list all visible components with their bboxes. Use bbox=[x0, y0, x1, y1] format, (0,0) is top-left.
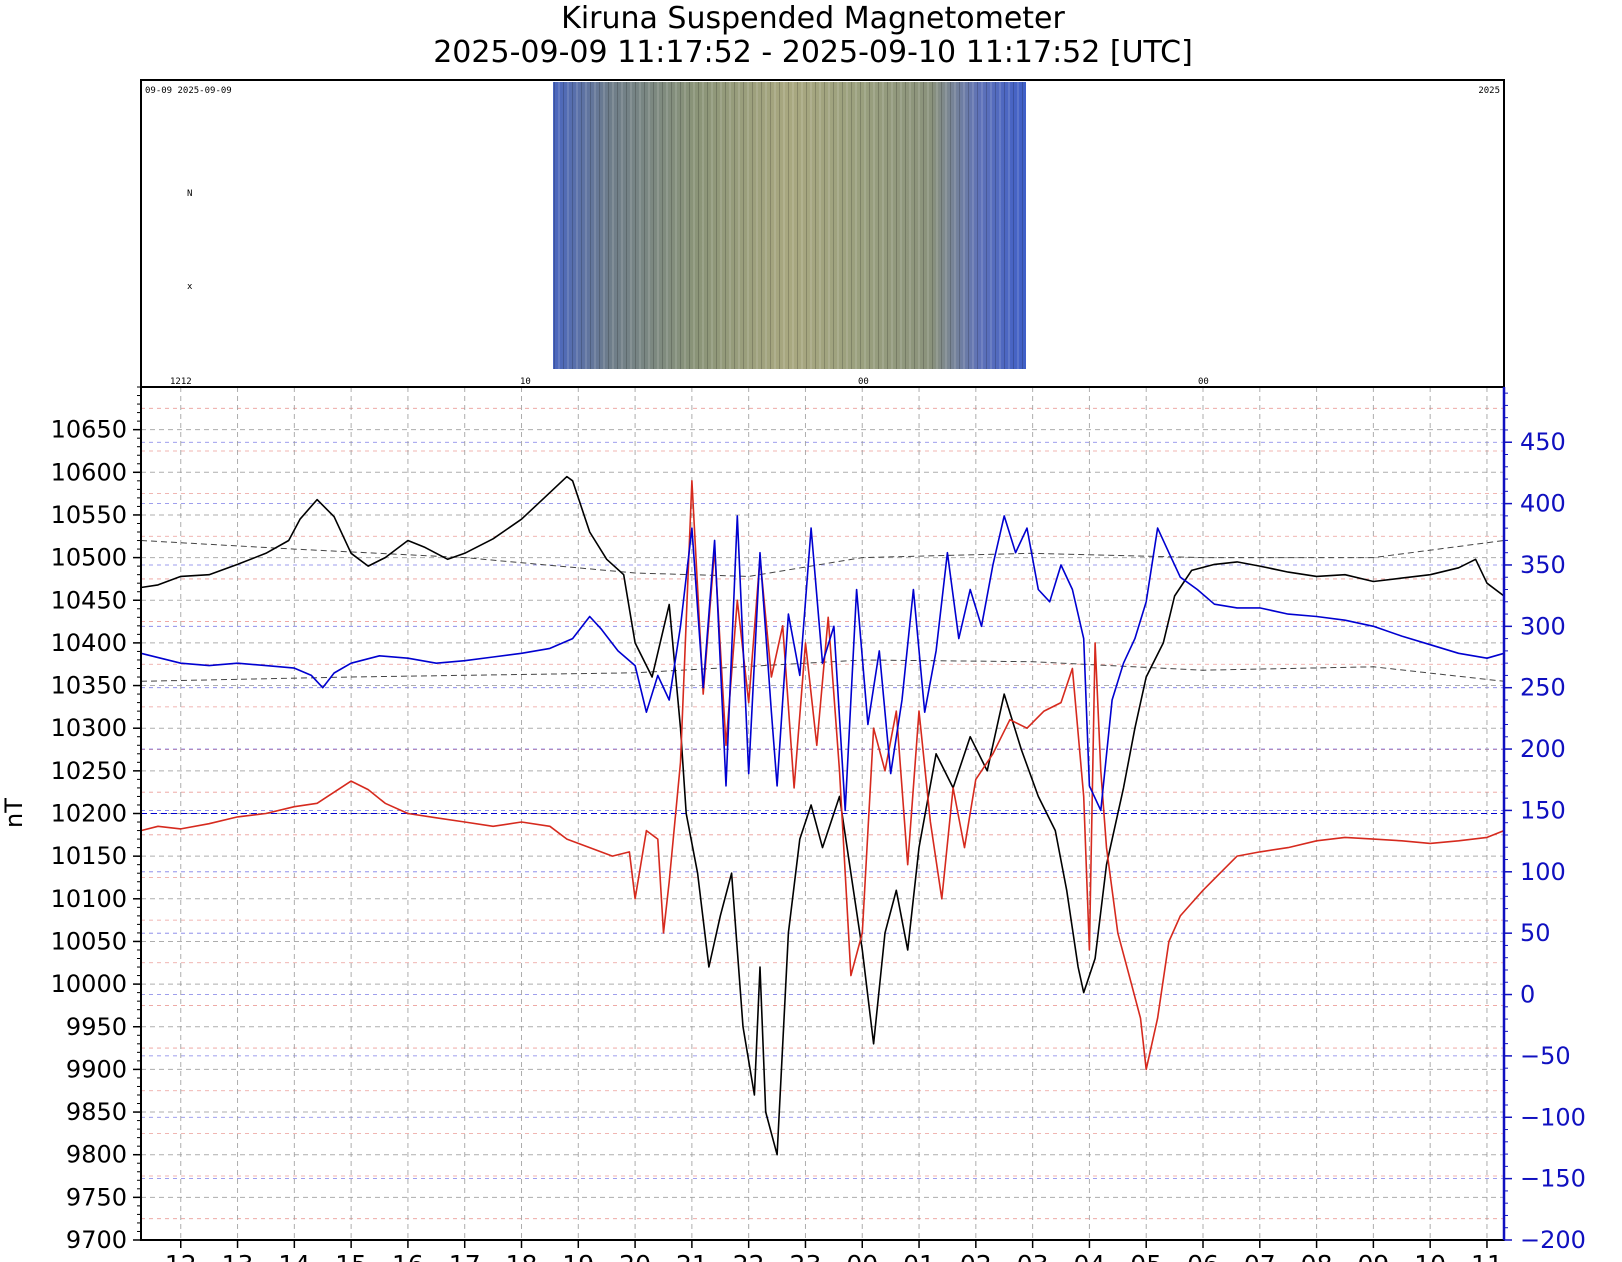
y-tick-label: 10400 bbox=[51, 629, 127, 657]
x-tick-label: 23 bbox=[790, 1250, 822, 1262]
keogram-panel: 09-09 2025-09-09 2025 1212 10 00 00 N x bbox=[140, 79, 1505, 388]
keogram-label-bottom: 00 bbox=[1198, 377, 1209, 387]
y-tick-label: 10600 bbox=[51, 458, 127, 486]
y-tick-label: 9900 bbox=[66, 1055, 127, 1083]
y2-tick-label: 50 bbox=[1520, 919, 1551, 947]
y2-tick-label: 300 bbox=[1520, 612, 1566, 640]
keogram-label-bottom: 10 bbox=[520, 377, 531, 387]
keogram-marker: N bbox=[187, 189, 192, 199]
y-tick-label: 9850 bbox=[66, 1098, 127, 1126]
x-tick-label: 18 bbox=[506, 1250, 538, 1262]
y-tick-label: 10500 bbox=[51, 544, 127, 572]
x-tick-label: 07 bbox=[1244, 1250, 1276, 1262]
chart-subtitle: 2025-09-09 11:17:52 - 2025-09-10 11:17:5… bbox=[433, 35, 1193, 70]
keogram-label-top-right: 2025 bbox=[1478, 86, 1500, 96]
x-tick-label: 16 bbox=[392, 1250, 424, 1262]
keogram-label-bottom: 1212 bbox=[170, 377, 192, 387]
y-tick-label: 10250 bbox=[51, 757, 127, 785]
keogram-marker: x bbox=[187, 282, 193, 292]
series-line-black bbox=[140, 475, 1505, 1156]
keogram-label-top-left: 09-09 2025-09-09 bbox=[145, 86, 232, 96]
y-tick-label: 9700 bbox=[66, 1226, 127, 1254]
x-tick-label: 01 bbox=[903, 1250, 935, 1262]
x-tick-label: 09 bbox=[1357, 1250, 1389, 1262]
keogram-image-texture bbox=[553, 82, 1026, 369]
series-line-red bbox=[140, 479, 1505, 1071]
x-tick-label: 02 bbox=[960, 1250, 992, 1262]
series-line-blue bbox=[140, 515, 1505, 812]
y2-tick-label: 350 bbox=[1520, 551, 1566, 579]
x-tick-label: 06 bbox=[1187, 1250, 1219, 1262]
y2-tick-label: −100 bbox=[1520, 1103, 1586, 1131]
x-tick-label: 04 bbox=[1074, 1250, 1106, 1262]
y-tick-label: 10350 bbox=[51, 672, 127, 700]
x-tick-label: 00 bbox=[846, 1250, 878, 1262]
series-layer bbox=[140, 475, 1505, 1156]
y-tick-label: 10000 bbox=[51, 970, 127, 998]
y-tick-label: 10650 bbox=[51, 416, 127, 444]
baseline-trend bbox=[140, 540, 1505, 577]
y2-tick-label: 400 bbox=[1520, 490, 1566, 518]
y2-tick-label: 100 bbox=[1520, 858, 1566, 886]
y-tick-label: 10550 bbox=[51, 501, 127, 529]
x-tick-label: 15 bbox=[335, 1250, 367, 1262]
y-tick-label: 10300 bbox=[51, 714, 127, 742]
chart-title: Kiruna Suspended Magnetometer bbox=[561, 1, 1065, 36]
x-tick-label: 08 bbox=[1301, 1250, 1333, 1262]
x-tick-label: 21 bbox=[676, 1250, 708, 1262]
y2-tick-label: −50 bbox=[1520, 1042, 1571, 1070]
y2-tick-label: 250 bbox=[1520, 674, 1566, 702]
y-tick-label: 10100 bbox=[51, 885, 127, 913]
x-tick-label: 12 bbox=[165, 1250, 197, 1262]
y-tick-label: 10450 bbox=[51, 586, 127, 614]
x-tick-label: 03 bbox=[1017, 1250, 1049, 1262]
y-tick-label: 10150 bbox=[51, 842, 127, 870]
y-tick-label: 10200 bbox=[51, 800, 127, 828]
x-tick-label: 14 bbox=[278, 1250, 310, 1262]
x-tick-label: 11 bbox=[1471, 1250, 1503, 1262]
x-tick-label: 20 bbox=[619, 1250, 651, 1262]
y-axis-label: nT bbox=[0, 798, 28, 828]
axes: 1065010600105501050010450104001035010300… bbox=[51, 386, 1586, 1262]
plot-area: 1065010600105501050010450104001035010300… bbox=[51, 386, 1586, 1262]
y2-tick-label: 0 bbox=[1520, 981, 1535, 1009]
keogram-label-bottom: 00 bbox=[858, 377, 869, 387]
y2-tick-label: 450 bbox=[1520, 428, 1566, 456]
x-tick-label: 17 bbox=[449, 1250, 481, 1262]
y-tick-label: 9800 bbox=[66, 1141, 127, 1169]
y2-tick-label: −200 bbox=[1520, 1226, 1586, 1254]
y2-tick-label: 200 bbox=[1520, 735, 1566, 763]
baseline-trend bbox=[140, 659, 1505, 682]
x-tick-label: 05 bbox=[1130, 1250, 1162, 1262]
y-tick-label: 10050 bbox=[51, 927, 127, 955]
y2-tick-label: −150 bbox=[1520, 1165, 1586, 1193]
y2-tick-label: 150 bbox=[1520, 796, 1566, 824]
x-tick-label: 13 bbox=[222, 1250, 254, 1262]
y-tick-label: 9750 bbox=[66, 1183, 127, 1211]
x-tick-label: 22 bbox=[733, 1250, 765, 1262]
x-tick-label: 19 bbox=[562, 1250, 594, 1262]
x-tick-label: 10 bbox=[1414, 1250, 1446, 1262]
y-tick-label: 9950 bbox=[66, 1013, 127, 1041]
